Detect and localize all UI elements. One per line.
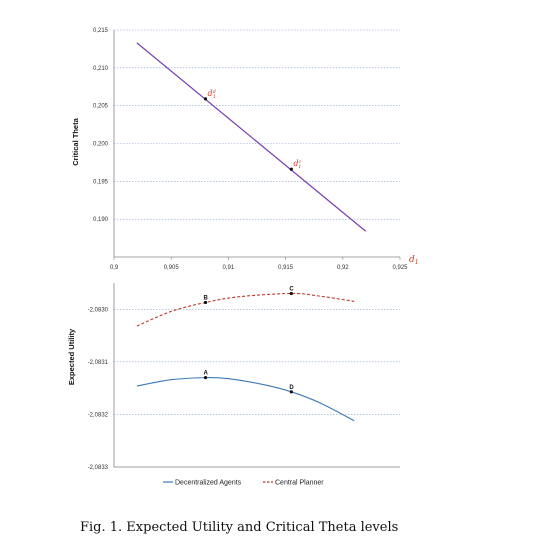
figure-caption: Fig. 1. Expected Utility and Critical Th… <box>80 520 398 535</box>
top-y-tick-label: 0,190 <box>93 217 109 223</box>
top-y-tick-label: 0,210 <box>93 66 109 72</box>
bottom-y-tick-label: -2,0831 <box>88 360 109 366</box>
bottom-y-tick-labels: -2,0830 -2,0831 -2,0832 -2,0833 <box>88 307 109 471</box>
bottom-point-label: A <box>204 371 209 377</box>
top-x-tick-label: 0,915 <box>278 265 294 271</box>
bottom-points: A B C D <box>203 287 294 394</box>
expected-utility-chart: -2,0830 -2,0831 -2,0832 -2,0833 A B C D Expect… <box>67 283 400 487</box>
top-x-tick-label: 0,905 <box>164 265 180 271</box>
top-y-tick-label: 0,195 <box>93 179 109 185</box>
bottom-point-marker <box>289 390 293 394</box>
x-axis-subscript: 1 <box>415 259 419 266</box>
bottom-point-marker <box>203 376 208 380</box>
top-x-tick-label: 0,92 <box>337 265 349 271</box>
bottom-y-tick-label: -2,0830 <box>88 307 109 313</box>
bottom-point-label: D <box>289 385 294 391</box>
top-point-label: dc 1 <box>293 159 301 170</box>
bottom-y-axis-title: Expected Utility <box>67 328 76 385</box>
top-series <box>136 42 367 232</box>
bottom-point-marker <box>203 300 208 305</box>
legend-label: Central Planner <box>275 480 324 487</box>
top-x-tick-labels: 0,9 0,905 0,91 0,915 0,92 0,925 <box>110 257 408 271</box>
bottom-point-label: C <box>289 287 294 293</box>
top-gridlines <box>114 29 400 220</box>
top-x-axis-label: d1 <box>409 255 419 266</box>
legend-label: Decentralized Agents <box>175 480 242 487</box>
bottom-series <box>136 292 355 422</box>
top-y-tick-label: 0,205 <box>93 104 109 110</box>
decentralized-agents-line <box>136 377 355 422</box>
bottom-point-label: B <box>204 295 209 301</box>
x-axis-symbol: d <box>409 255 415 265</box>
top-point-marker <box>289 167 293 171</box>
top-point-marker <box>203 97 208 101</box>
legend: Decentralized Agents Central Planner <box>163 480 324 487</box>
bottom-gridlines <box>114 308 400 468</box>
bottom-y-tick-label: -2,0833 <box>88 465 109 471</box>
top-points: dd 1 dc 1 <box>203 89 301 171</box>
bottom-y-tick-label: -2,0832 <box>88 412 109 418</box>
top-x-tick-label: 0,925 <box>392 265 408 271</box>
top-x-tick-label: 0,91 <box>223 265 235 271</box>
top-point-label: dd 1 <box>208 89 217 100</box>
top-y-axis-title: Critical Theta <box>71 117 80 165</box>
bottom-point-marker <box>289 291 293 296</box>
top-x-tick-label: 0,9 <box>110 265 119 271</box>
top-y-tick-label: 0,215 <box>93 28 109 34</box>
critical-theta-line <box>136 42 367 232</box>
central-planner-line <box>136 292 355 327</box>
top-y-tick-label: 0,200 <box>93 142 109 148</box>
top-y-tick-labels: 0,215 0,210 0,205 0,200 0,195 0,190 <box>93 28 109 223</box>
